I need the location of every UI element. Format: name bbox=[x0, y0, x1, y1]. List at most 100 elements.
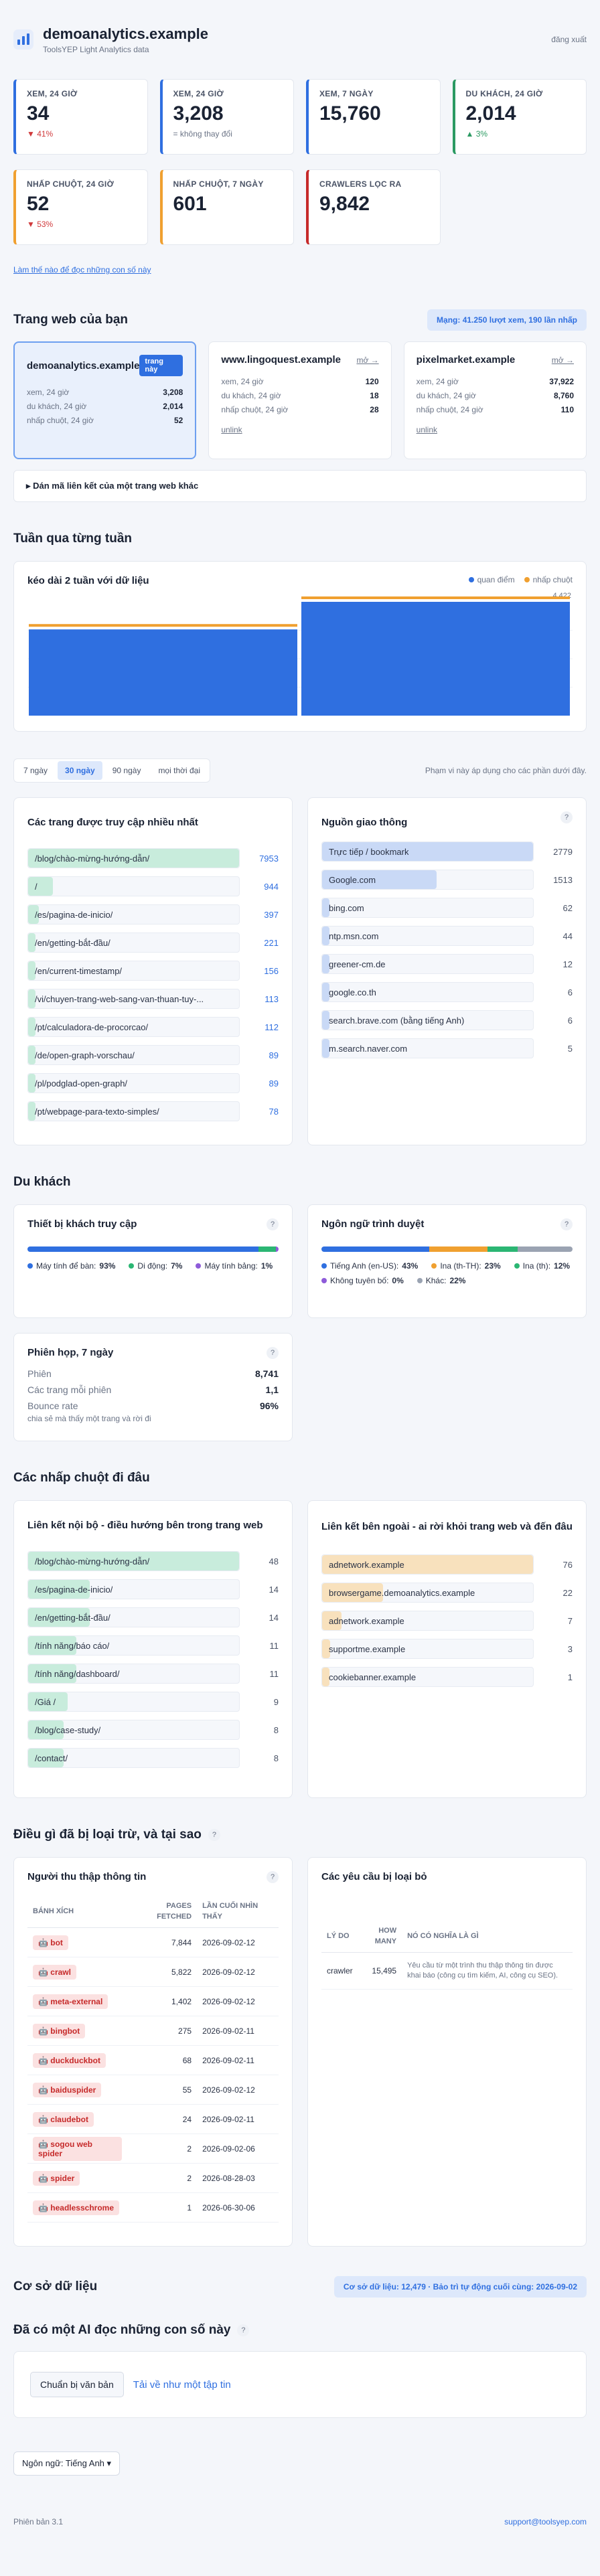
bar-row[interactable]: cookiebanner.example 1 bbox=[321, 1663, 573, 1691]
bar-row[interactable]: /en/current-timestamp/156 bbox=[27, 957, 279, 985]
site-card[interactable]: pixelmarket.example mở → xem, 24 giờ 37,922… bbox=[403, 341, 587, 459]
bar-row[interactable]: /es/pagina-de-inicio/397 bbox=[27, 900, 279, 929]
bar-row[interactable]: /Giá / 9 bbox=[27, 1688, 279, 1716]
help-icon[interactable]: ? bbox=[208, 1829, 220, 1841]
bar-row[interactable]: ntp.msn.com 44 bbox=[321, 922, 573, 950]
bar-row[interactable]: greener-cm.de 12 bbox=[321, 950, 573, 978]
bar-row[interactable]: Trực tiếp / bookmark 2779 bbox=[321, 837, 573, 866]
bar-row[interactable]: adnetwork.example 7 bbox=[321, 1607, 573, 1635]
bar-label: browsergame.demoanalytics.example bbox=[329, 1587, 475, 1598]
key-label: Di động: bbox=[137, 1261, 168, 1271]
bar-row[interactable]: /pt/calculadora-de-procorcao/112 bbox=[27, 1013, 279, 1041]
bar-label: /Giá / bbox=[35, 1696, 56, 1707]
session-row: Phiên 8,741 bbox=[27, 1366, 279, 1382]
signout-link[interactable]: đăng xuất bbox=[551, 35, 587, 44]
help-icon[interactable]: ? bbox=[267, 1218, 279, 1230]
bar-track: /contact/ bbox=[27, 1748, 240, 1768]
site-metric-value: 37,922 bbox=[549, 377, 574, 386]
bar-row[interactable]: /tính năng/dashboard/11 bbox=[27, 1660, 279, 1688]
bar-row[interactable]: /pl/podglad-open-graph/89 bbox=[27, 1069, 279, 1097]
bar-track: Trực tiếp / bookmark bbox=[321, 841, 534, 862]
bar-row[interactable]: /de/open-graph-vorschau/89 bbox=[27, 1041, 279, 1069]
bar-label: /es/pagina-de-inicio/ bbox=[35, 1584, 113, 1595]
stack-segment bbox=[429, 1246, 487, 1252]
open-site-link[interactable]: mở → bbox=[356, 355, 379, 365]
bar-row[interactable]: /en/getting-bắt-đầu/14 bbox=[27, 1603, 279, 1631]
language-select[interactable]: Ngôn ngữ: Tiếng Anh ▾ bbox=[13, 2451, 121, 2476]
unlink-site-link[interactable]: unlink bbox=[416, 425, 438, 434]
open-site-link[interactable]: mở → bbox=[551, 355, 574, 365]
range-tab[interactable]: mọi thời đại bbox=[158, 766, 200, 775]
site-metric-value: 28 bbox=[370, 405, 379, 414]
help-icon[interactable]: ? bbox=[560, 811, 573, 823]
unlink-site-link[interactable]: unlink bbox=[221, 425, 242, 434]
bar-value: 7953 bbox=[259, 853, 279, 864]
bar-label: bing.com bbox=[329, 902, 364, 913]
bar-track: /pl/podglad-open-graph/ bbox=[27, 1073, 240, 1093]
site-card[interactable]: www.lingoquest.example mở → xem, 24 giờ 120… bbox=[208, 341, 392, 459]
bar-label: greener-cm.de bbox=[329, 959, 386, 969]
site-name: www.lingoquest.example bbox=[221, 354, 341, 366]
site-metric-row: xem, 24 giờ 3,208 bbox=[27, 386, 183, 400]
version-text: Phiên bản 3.1 bbox=[13, 2517, 64, 2526]
table-cell: 7,844 bbox=[127, 1927, 198, 1957]
bar-row[interactable]: m.search.naver.com 5 bbox=[321, 1034, 573, 1062]
bar-fill bbox=[28, 1074, 36, 1093]
table-cell: crawler bbox=[321, 1952, 358, 1990]
bar-track: /en/getting-bắt-đầu/ bbox=[27, 933, 240, 953]
bar-row[interactable]: /pt/webpage-para-texto-simples/78 bbox=[27, 1097, 279, 1125]
bar-row[interactable]: /vi/chuyen-trang-web-sang-van-thuan-tuy-… bbox=[27, 985, 279, 1013]
crawler-badge: 🤖 crawl bbox=[33, 1964, 76, 1980]
sources-card: Nguồn giao thông? Trực tiếp / bookmark 27… bbox=[307, 797, 587, 1145]
site-card[interactable]: demoanalytics.example trang này xem, 24 gi… bbox=[13, 341, 197, 459]
table-cell: 2026-08-28-03 bbox=[197, 2163, 279, 2193]
bar-row[interactable]: / 944 bbox=[27, 872, 279, 900]
bar-row[interactable]: supportme.example 3 bbox=[321, 1635, 573, 1663]
bar-row[interactable]: bing.com 62 bbox=[321, 894, 573, 922]
download-file-link[interactable]: Tải về như một tập tin bbox=[133, 2379, 231, 2391]
legend-clicks: nhấp chuột bbox=[524, 575, 573, 584]
bar-label: /blog/chào-mừng-hướng-dẫn/ bbox=[35, 853, 150, 864]
help-icon[interactable]: ? bbox=[267, 1347, 279, 1359]
bar-fill bbox=[28, 1664, 77, 1683]
bar-row[interactable]: /contact/8 bbox=[27, 1744, 279, 1772]
bar-row[interactable]: browsergame.demoanalytics.example 22 bbox=[321, 1579, 573, 1607]
bar-row[interactable]: Google.com 1513 bbox=[321, 866, 573, 894]
bar-track: /pt/webpage-para-texto-simples/ bbox=[27, 1101, 240, 1121]
paste-link-toggle[interactable]: ▸ Dán mã liên kết của một trang web khác bbox=[13, 470, 587, 502]
site-metric-label: xem, 24 giờ bbox=[416, 377, 459, 386]
bar-row[interactable]: adnetwork.example 76 bbox=[321, 1550, 573, 1579]
help-icon[interactable]: ? bbox=[560, 1218, 573, 1230]
cell-text: 5,822 bbox=[171, 1967, 192, 1977]
bar-track: greener-cm.de bbox=[321, 954, 534, 974]
bar-row[interactable]: /es/pagina-de-inicio/14 bbox=[27, 1575, 279, 1603]
range-tab[interactable]: 30 ngày bbox=[58, 761, 102, 780]
bar-track: / bbox=[27, 876, 240, 896]
help-icon[interactable]: ? bbox=[267, 1871, 279, 1883]
views-bar bbox=[29, 629, 297, 716]
bar-label: supportme.example bbox=[329, 1643, 406, 1654]
bar-row[interactable]: /en/getting-bắt-đầu/221 bbox=[27, 929, 279, 957]
bar-row[interactable]: /blog/chào-mừng-hướng-dẫn/7953 bbox=[27, 844, 279, 872]
table-cell: 🤖 duckduckbot bbox=[27, 2045, 128, 2075]
range-tab[interactable]: 7 ngày bbox=[23, 766, 48, 775]
bar-fill bbox=[28, 1608, 90, 1627]
help-icon[interactable]: ? bbox=[237, 2324, 250, 2336]
bar-track: adnetwork.example bbox=[321, 1554, 534, 1575]
table-cell: 2 bbox=[127, 2134, 198, 2164]
bar-row[interactable]: google.co.th 6 bbox=[321, 978, 573, 1006]
key-pct: 93% bbox=[99, 1261, 116, 1271]
stat-label: NHẤP CHUỘT, 7 NGÀY bbox=[173, 179, 264, 189]
prepare-text-button[interactable]: Chuẩn bị văn bản bbox=[30, 2372, 124, 2397]
how-to-read-link[interactable]: Làm thế nào để đọc những con số này bbox=[13, 265, 151, 274]
range-tab[interactable]: 90 ngày bbox=[112, 766, 141, 775]
stats-row-1: XEM, 24 GIỜ 34 ▼ 41% XEM, 24 GIỜ 3,208 = khôn… bbox=[13, 79, 587, 155]
bar-row[interactable]: /tính năng/báo cáo/11 bbox=[27, 1631, 279, 1660]
bar-row[interactable]: /blog/chào-mừng-hướng-dẫn/48 bbox=[27, 1547, 279, 1575]
bar-row[interactable]: search.brave.com (bằng tiếng Anh) 6 bbox=[321, 1006, 573, 1034]
table-cell: 2026-09-02-12 bbox=[197, 2075, 279, 2105]
support-email-link[interactable]: support@toolsyep.com bbox=[504, 2517, 587, 2526]
site-metric-value: 3,208 bbox=[163, 388, 183, 397]
cell-text: 7,844 bbox=[171, 1937, 192, 1947]
bar-row[interactable]: /blog/case-study/8 bbox=[27, 1716, 279, 1744]
